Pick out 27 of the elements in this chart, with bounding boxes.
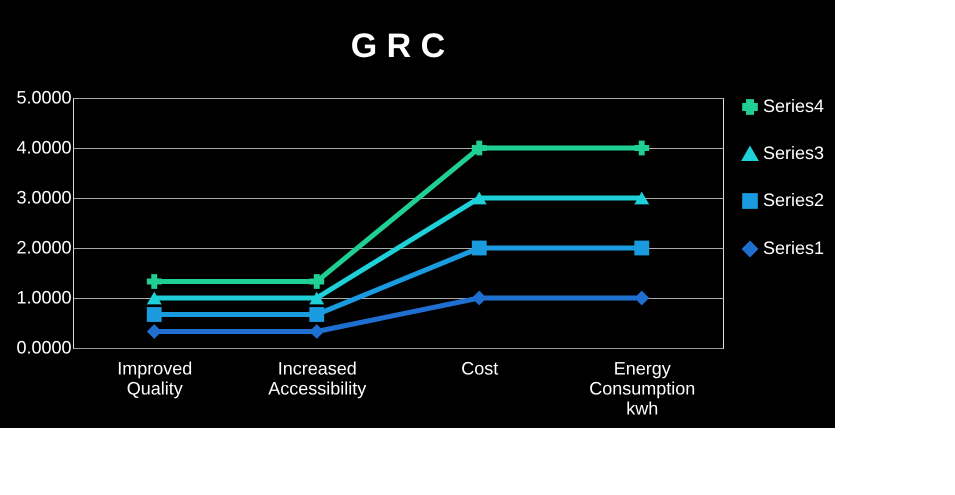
x-tick-label: Energy Consumption kwh: [589, 358, 696, 418]
y-tick-label: 3.0000: [16, 188, 72, 208]
legend-label: Series4: [763, 96, 824, 116]
point: [634, 192, 650, 204]
point: [634, 140, 650, 156]
point: [309, 307, 324, 322]
point: [309, 274, 324, 289]
legend-label: Series1: [763, 238, 824, 258]
x-tick-label: Improved Quality: [117, 358, 192, 398]
y-tick-label: 0.0000: [16, 338, 72, 358]
chart-title: G R C: [350, 27, 446, 65]
point: [472, 192, 487, 204]
x-tick-label: Cost: [461, 358, 498, 378]
point: [472, 240, 487, 256]
legend-label: Series3: [763, 143, 824, 163]
point: [146, 274, 162, 289]
point: [472, 140, 487, 156]
point: [146, 307, 162, 322]
point: [146, 292, 162, 304]
x-tick-label: Increased Accessibility: [268, 358, 366, 398]
y-tick-label: 2.0000: [16, 238, 72, 258]
y-tick-label: 4.0000: [16, 138, 72, 158]
y-tick-label: 1.0000: [16, 288, 72, 308]
point: [634, 240, 650, 256]
legend-label: Series2: [763, 190, 824, 210]
y-tick-label: 5.0000: [16, 88, 72, 108]
point: [309, 292, 324, 304]
